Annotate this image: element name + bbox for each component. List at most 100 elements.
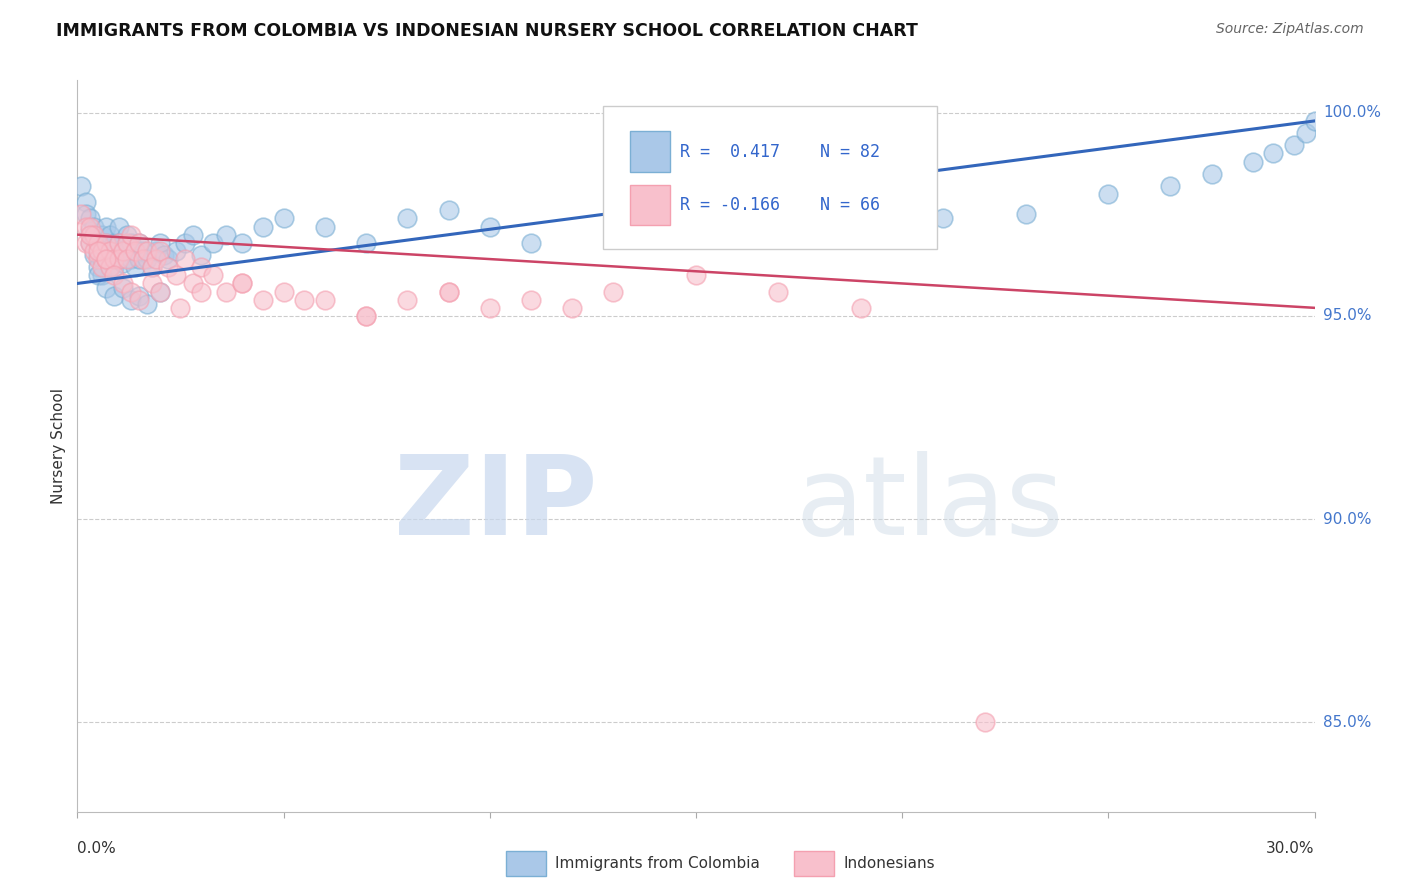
Point <box>231 277 253 291</box>
Point <box>96 280 118 294</box>
Point <box>932 211 955 226</box>
Point <box>1263 146 1285 161</box>
Point <box>273 211 295 226</box>
Text: 30.0%: 30.0% <box>1267 841 1315 856</box>
Point <box>354 309 377 323</box>
Point <box>173 252 195 266</box>
Point <box>202 235 225 250</box>
Point <box>96 235 118 250</box>
Text: 90.0%: 90.0% <box>1323 512 1371 526</box>
Point <box>292 293 315 307</box>
Point <box>124 244 146 258</box>
Point <box>153 248 176 262</box>
Point <box>354 309 377 323</box>
Point <box>1282 138 1305 153</box>
Point <box>768 219 790 234</box>
Point <box>1295 126 1317 140</box>
Point <box>96 252 118 266</box>
Point <box>128 235 150 250</box>
Point <box>75 219 97 234</box>
Point <box>79 224 101 238</box>
Point <box>768 285 790 299</box>
Point <box>1097 187 1119 202</box>
FancyBboxPatch shape <box>603 106 938 249</box>
Point <box>124 244 146 258</box>
Point <box>1241 154 1264 169</box>
Point <box>314 293 336 307</box>
Point <box>141 260 163 275</box>
Point <box>157 252 180 266</box>
Point <box>115 227 138 242</box>
Point <box>190 285 212 299</box>
Point <box>83 227 105 242</box>
Point <box>685 203 707 218</box>
Text: 100.0%: 100.0% <box>1323 105 1381 120</box>
Point <box>111 244 134 258</box>
Point <box>103 260 125 275</box>
Point <box>87 252 110 266</box>
Point <box>87 268 110 283</box>
Point <box>87 235 110 250</box>
Text: IMMIGRANTS FROM COLOMBIA VS INDONESIAN NURSERY SCHOOL CORRELATION CHART: IMMIGRANTS FROM COLOMBIA VS INDONESIAN N… <box>56 22 918 40</box>
Point <box>520 235 543 250</box>
Point <box>561 301 583 315</box>
Point <box>103 235 125 250</box>
Point <box>252 219 274 234</box>
Point <box>849 301 872 315</box>
Point <box>87 235 110 250</box>
Point <box>103 248 125 262</box>
Point <box>396 211 419 226</box>
Point <box>70 178 93 193</box>
Bar <box>630 185 671 225</box>
Point <box>98 244 121 258</box>
Text: 0.0%: 0.0% <box>77 841 117 856</box>
Text: R = -0.166    N = 66: R = -0.166 N = 66 <box>681 196 880 214</box>
Point <box>215 227 238 242</box>
Point <box>91 252 114 266</box>
Point <box>83 232 105 246</box>
Point <box>79 235 101 250</box>
Point <box>602 285 624 299</box>
Point <box>107 219 129 234</box>
Text: R =  0.417    N = 82: R = 0.417 N = 82 <box>681 143 880 161</box>
Point <box>202 268 225 283</box>
Point <box>165 244 187 258</box>
Point <box>1303 114 1326 128</box>
Point <box>128 288 150 302</box>
Bar <box>630 131 671 171</box>
Point <box>181 227 204 242</box>
Point <box>87 248 110 262</box>
Point <box>128 252 150 266</box>
Point <box>437 203 460 218</box>
Point <box>96 235 118 250</box>
Point <box>314 219 336 234</box>
Point <box>103 288 125 302</box>
Point <box>273 285 295 299</box>
Point <box>478 301 501 315</box>
Point <box>136 252 159 266</box>
Point <box>75 235 97 250</box>
Point <box>1201 167 1223 181</box>
Point <box>107 235 129 250</box>
Point <box>75 195 97 210</box>
Point <box>149 235 172 250</box>
Text: Source: ZipAtlas.com: Source: ZipAtlas.com <box>1216 22 1364 37</box>
Point <box>141 260 163 275</box>
Point <box>215 285 238 299</box>
Point <box>120 252 142 266</box>
Point <box>111 244 134 258</box>
Point <box>128 293 150 307</box>
Point <box>181 277 204 291</box>
Point <box>115 244 138 258</box>
Point <box>849 195 872 210</box>
Point <box>141 277 163 291</box>
Point <box>115 235 138 250</box>
Point <box>115 252 138 266</box>
Point <box>1159 178 1181 193</box>
Point <box>132 244 155 258</box>
Point <box>973 715 995 730</box>
Point <box>107 235 129 250</box>
Point <box>520 293 543 307</box>
Point <box>107 252 129 266</box>
Point <box>91 260 114 275</box>
